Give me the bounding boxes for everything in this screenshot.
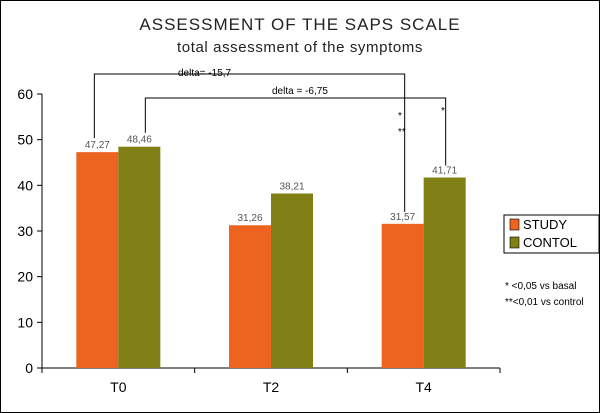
significance-brackets [93,73,447,212]
bar-study-t0 [76,152,119,368]
y-tick-label: 30 [17,223,33,239]
x-tick-label: T0 [110,379,127,395]
bars: 47,27 31,26 31,57 48,46 38,21 41,71 [76,135,466,368]
chart-title: ASSESSMENT OF THE SAPS SCALE [139,15,460,34]
data-label: 38,21 [279,182,304,193]
data-label: 41,71 [432,166,457,177]
legend-label-study: STUDY [523,217,567,232]
legend: STUDY CONTOL [503,214,600,254]
bar-contol-t2 [271,193,313,368]
star-study-1: * [398,111,402,122]
x-tick-label: T4 [415,379,432,395]
data-label: 31,57 [390,212,415,223]
delta-control-annotation: delta = -6,75 [272,86,328,97]
x-tick-label: T2 [263,379,280,395]
star-study-2: ** [398,127,406,138]
y-tick-label: 0 [25,360,33,376]
data-label: 48,46 [127,135,152,146]
bracket-study [93,73,406,212]
data-label: 31,26 [237,213,262,224]
y-tick-label: 40 [17,177,33,193]
delta-study-annotation: delta= -15,7 [178,68,232,79]
bar-contol-t4 [423,177,466,368]
bracket-control [144,97,447,166]
y-tick-label: 50 [17,132,33,148]
y-tick-label: 10 [17,314,33,330]
star-control: * [441,106,445,117]
bar-study-t4 [381,223,424,368]
legend-label-control: CONTOL [523,235,577,250]
bar-study-t2 [229,225,271,368]
footnote-basal: * <0,05 vs basal [505,281,576,292]
chart-subtitle: total assessment of the symptoms [177,39,423,56]
bar-contol-t0 [118,146,161,368]
data-label: 47,27 [85,140,110,151]
legend-swatch-control [509,236,520,249]
footnote-control: **<0,01 vs control [505,297,584,308]
y-tick-label: 20 [17,269,33,285]
y-tick-label: 60 [17,86,33,102]
legend-box [503,214,600,254]
legend-swatch-study [509,218,520,231]
